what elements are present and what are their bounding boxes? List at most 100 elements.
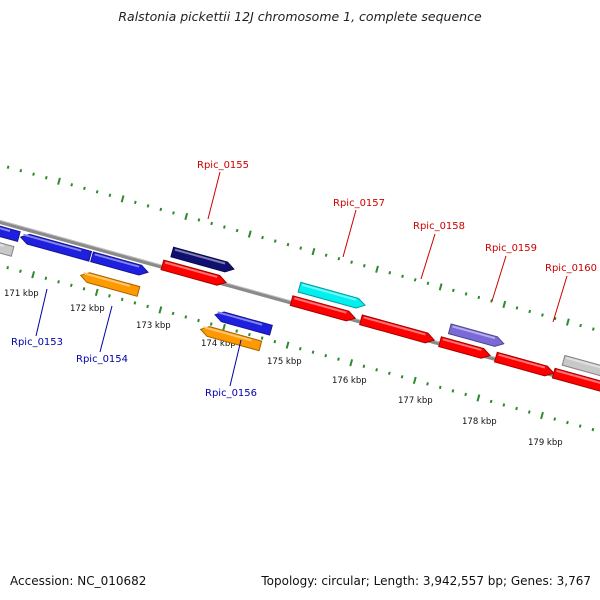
gene-highlight — [301, 283, 357, 301]
scale-tick-upper — [502, 300, 507, 309]
scale-tick-upper — [477, 295, 481, 300]
gene-highlight — [0, 227, 11, 232]
scale-tick-upper — [159, 207, 163, 212]
accession-label: Accession: NC_010682 — [10, 574, 147, 588]
gene-label-rpic_0157: Rpic_0157 — [333, 198, 385, 209]
gene-highlight — [164, 261, 218, 278]
kbp-label: 175 kbp — [267, 357, 302, 367]
scale-tick-upper — [146, 204, 150, 208]
scale-tick-lower — [94, 288, 99, 296]
scale-tick-lower — [515, 406, 518, 411]
scale-tick-lower — [298, 346, 302, 351]
scale-tick-upper — [83, 186, 86, 191]
gene-arrow-rpic_0156 — [214, 311, 273, 336]
gene-highlight — [94, 253, 140, 268]
scale-tick-lower — [6, 265, 10, 270]
gene-label-rpic_0160: Rpic_0160 — [545, 263, 597, 274]
scale-tick-upper — [19, 168, 23, 173]
scale-tick-lower — [375, 368, 378, 372]
gene-label-rpic_0155: Rpic_0155 — [197, 160, 249, 171]
scale-tick-lower — [426, 382, 429, 386]
scale-tick-lower — [171, 311, 175, 316]
scale-tick-upper — [426, 281, 430, 286]
gene-label-rpic_0159: Rpic_0159 — [485, 243, 537, 254]
scale-tick-upper — [388, 271, 392, 275]
kbp-label: 174 kbp — [201, 339, 236, 349]
scale-tick-lower — [44, 276, 48, 280]
scale-tick-upper — [311, 248, 316, 256]
gene-label-rpic_0158: Rpic_0158 — [413, 221, 465, 232]
scale-tick-lower — [69, 283, 73, 288]
scale-tick-lower — [31, 271, 36, 279]
scale-tick-upper — [108, 193, 112, 198]
gene-leader-line — [99, 305, 113, 353]
gene-leader-line — [491, 255, 507, 302]
scale-tick-upper — [286, 242, 290, 247]
gene-highlight — [203, 326, 252, 342]
scale-tick-upper — [528, 309, 532, 314]
scale-tick-upper — [438, 283, 443, 291]
kbp-label: 178 kbp — [462, 417, 497, 427]
scale-tick-lower — [349, 359, 354, 367]
scale-tick-upper — [273, 239, 277, 243]
scale-tick-upper — [579, 323, 582, 328]
scale-tick-lower — [146, 304, 149, 309]
scale-tick-upper — [324, 253, 328, 257]
gene-leader-line — [342, 209, 357, 258]
scale-tick-upper — [44, 176, 48, 180]
scale-tick-lower — [362, 364, 366, 368]
scale-tick-lower — [222, 323, 226, 332]
gene-leader-line — [420, 233, 436, 280]
scale-tick-lower — [540, 411, 544, 420]
gene-highlight — [498, 353, 546, 369]
scale-tick-lower — [273, 339, 277, 344]
gene-label-rpic_0156: Rpic_0156 — [205, 388, 257, 399]
gene-arrow-g-grey-right — [561, 354, 600, 377]
scale-tick-upper — [401, 274, 404, 279]
scale-tick-lower — [489, 399, 493, 404]
scale-tick-upper — [210, 221, 214, 226]
scale-tick-upper — [464, 292, 468, 296]
scale-tick-lower — [451, 389, 455, 393]
gene-highlight — [363, 316, 426, 336]
scale-tick-upper — [591, 327, 595, 331]
gene-arrow-g-orange-b — [199, 326, 263, 352]
kbp-label: 172 kbp — [70, 304, 105, 314]
scale-tick-lower — [566, 420, 569, 425]
scale-tick-upper — [413, 278, 417, 282]
scale-tick-lower — [387, 371, 391, 376]
kbp-label: 177 kbp — [398, 396, 433, 406]
scale-tick-lower — [400, 375, 404, 379]
scale-tick-upper — [337, 256, 341, 261]
gene-highlight — [217, 311, 263, 326]
scale-tick-upper — [375, 265, 379, 273]
gene-highlight — [174, 248, 226, 265]
scale-tick-upper — [95, 190, 99, 194]
scale-tick-lower — [57, 280, 60, 284]
scale-tick-lower — [337, 357, 340, 361]
scale-tick-upper — [247, 230, 252, 238]
scale-tick-upper — [172, 211, 175, 215]
gene-highlight — [442, 338, 482, 351]
scale-tick-upper — [70, 183, 74, 187]
scale-tick-lower — [235, 329, 239, 333]
scale-tick-upper — [362, 264, 366, 268]
genome-info-label: Topology: circular; Length: 3,942,557 bp… — [261, 574, 591, 588]
scale-tick-upper — [133, 200, 137, 205]
scale-tick-lower — [197, 318, 200, 323]
scale-tick-lower — [502, 403, 506, 407]
map-title: Ralstonia pickettii 12J chromosome 1, co… — [118, 9, 482, 24]
scale-tick-lower — [311, 350, 315, 354]
scale-tick-upper — [235, 228, 239, 233]
scale-tick-lower — [527, 410, 531, 414]
gene-leader-line — [229, 339, 242, 387]
gene-arrow-g-red-right — [551, 367, 600, 392]
scale-tick-upper — [261, 235, 264, 240]
scale-tick-upper — [57, 177, 61, 185]
kbp-label: 173 kbp — [136, 321, 171, 331]
scale-tick-lower — [120, 297, 124, 302]
scale-tick-lower — [248, 332, 251, 337]
scale-tick-lower — [578, 424, 582, 428]
